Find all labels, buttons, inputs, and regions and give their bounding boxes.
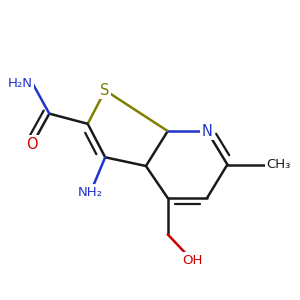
Text: H₂N: H₂N: [8, 76, 32, 90]
Text: N: N: [202, 124, 212, 139]
Text: O: O: [27, 137, 38, 152]
Text: S: S: [100, 83, 110, 98]
Text: CH₃: CH₃: [267, 158, 291, 171]
Text: NH₂: NH₂: [78, 186, 103, 199]
Text: OH: OH: [182, 254, 203, 267]
